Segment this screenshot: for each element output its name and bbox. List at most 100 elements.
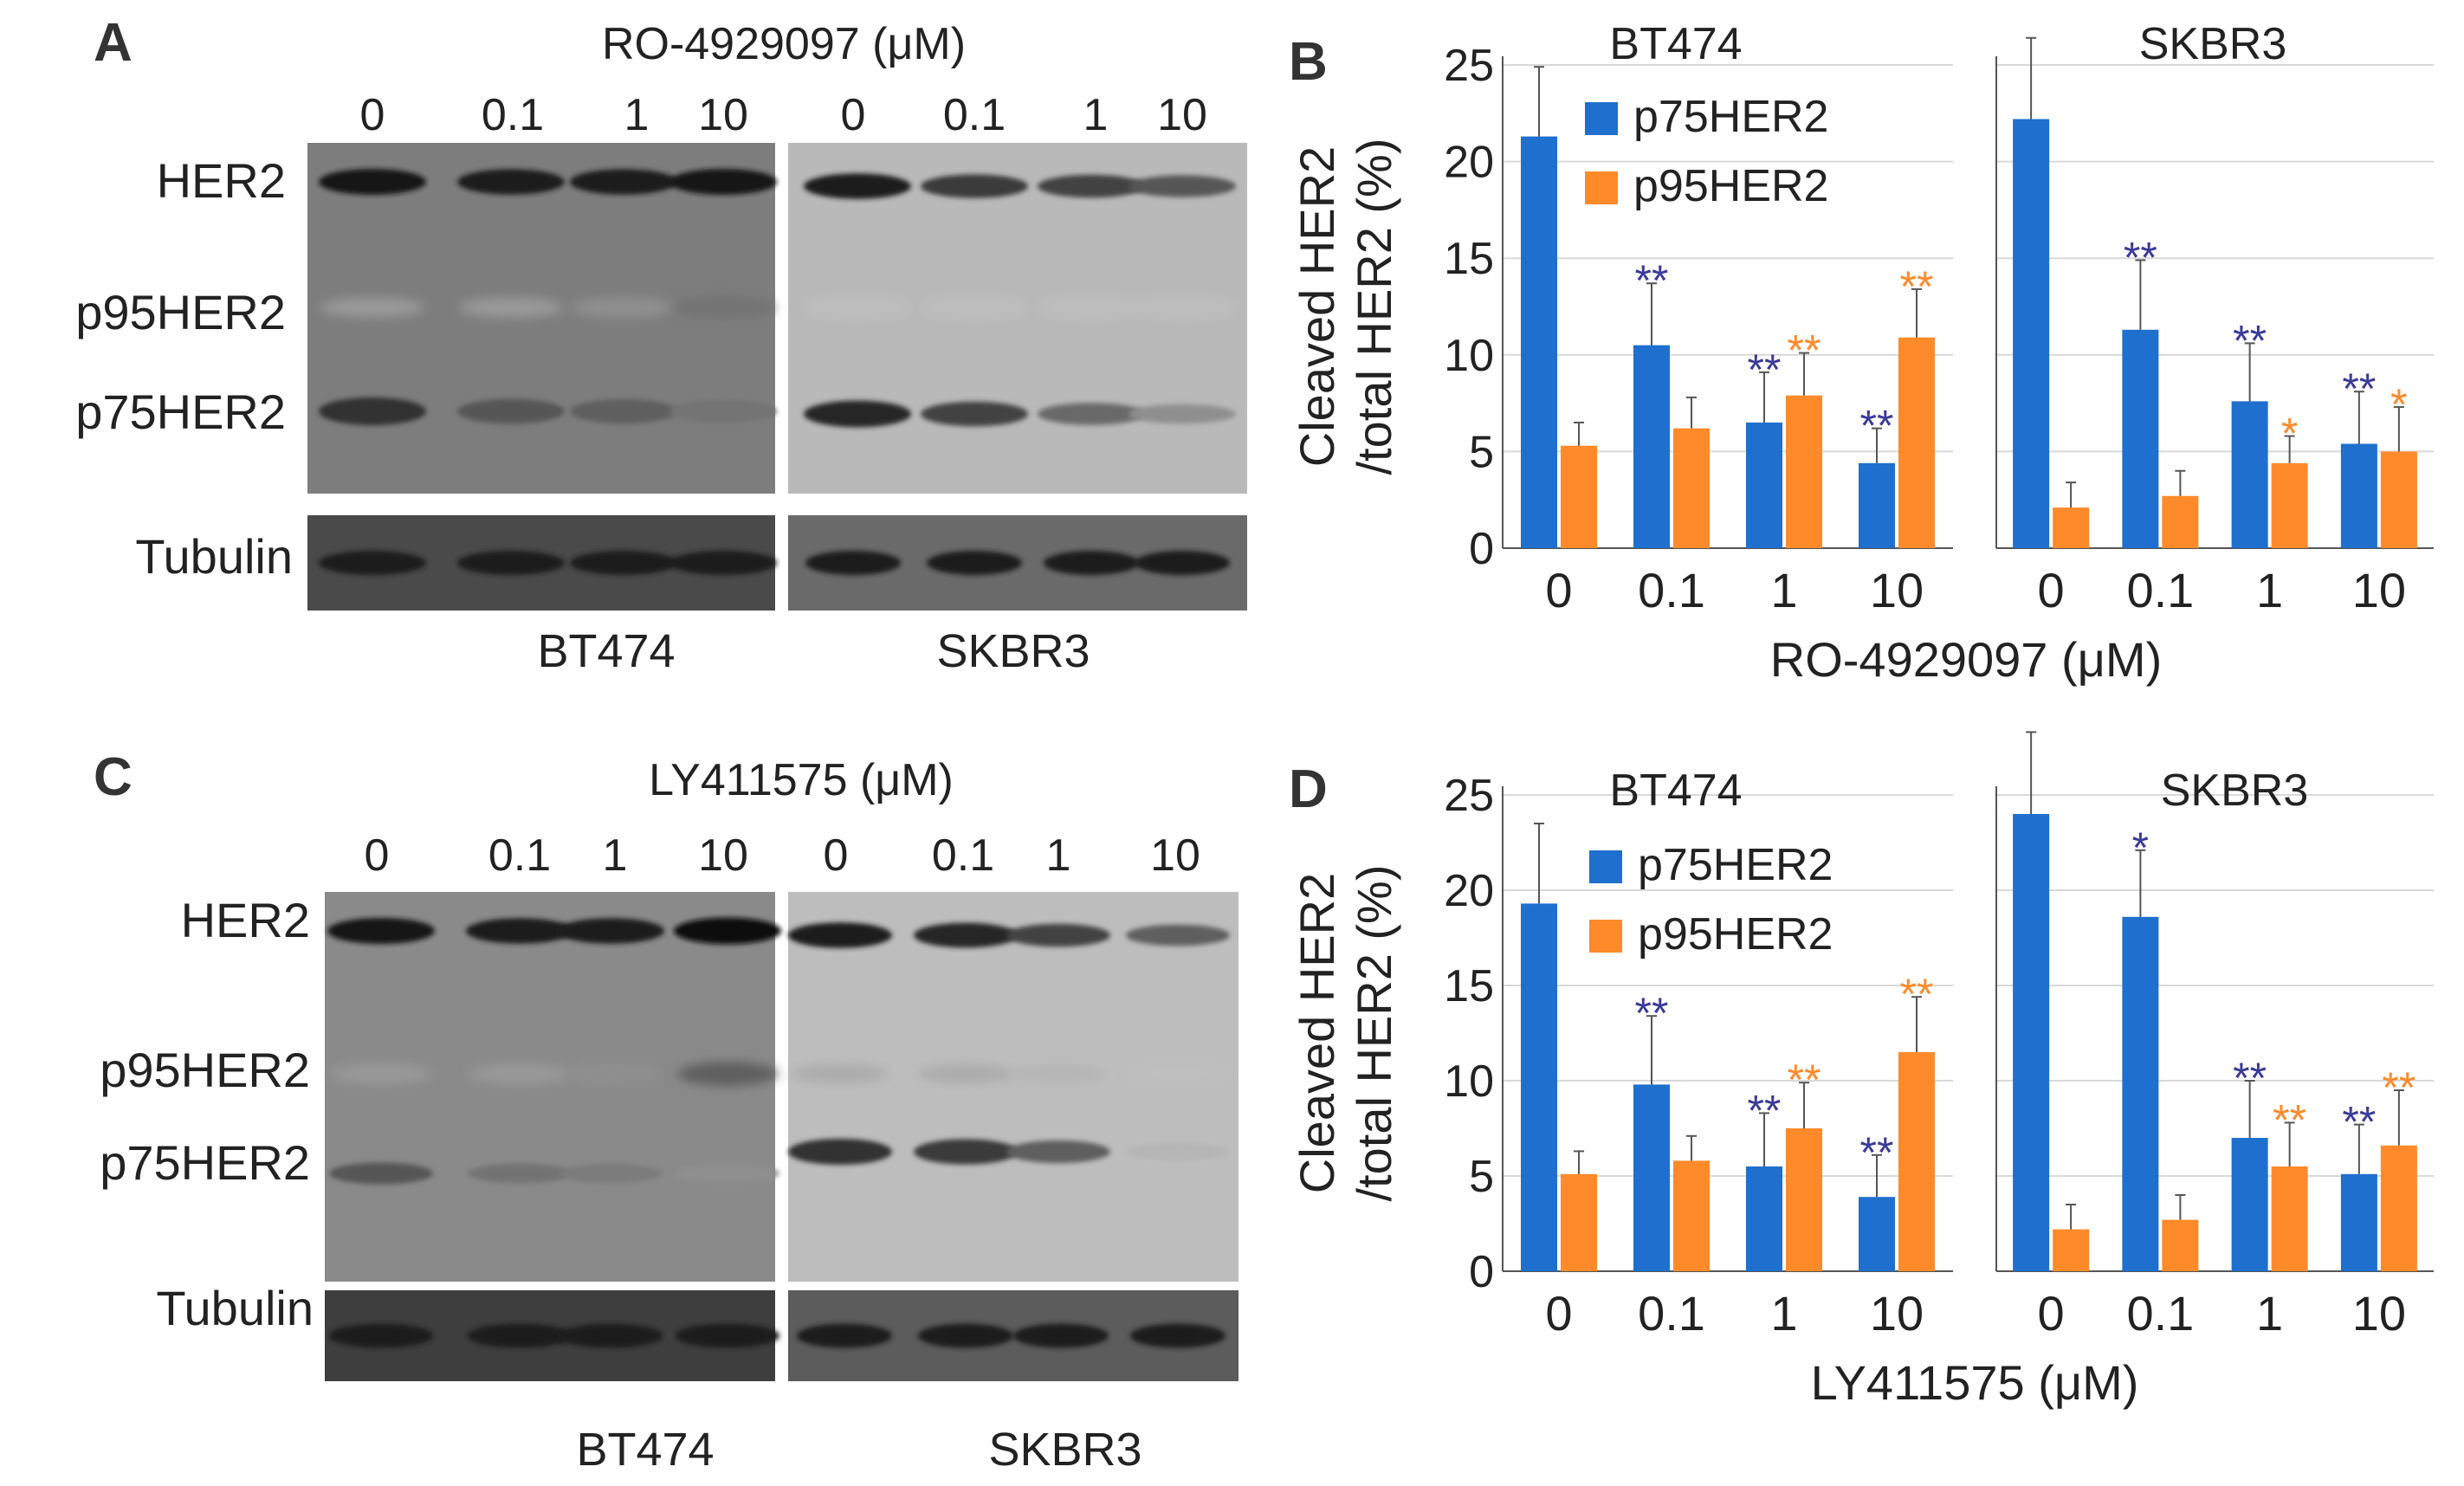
p95her2-band bbox=[922, 299, 1026, 316]
p75her2-band bbox=[319, 397, 426, 425]
p95her2-band bbox=[459, 297, 563, 318]
x-tick-label: 0.1 bbox=[2126, 563, 2194, 617]
bar-p95her2 bbox=[1561, 445, 1597, 548]
p95her2-band bbox=[560, 1063, 661, 1084]
p95her2-band bbox=[677, 1062, 778, 1086]
legend-swatch bbox=[1589, 920, 1622, 953]
p75her2-band bbox=[921, 401, 1028, 427]
her2-band bbox=[914, 922, 1018, 948]
bar-p75her2 bbox=[1633, 345, 1670, 548]
significance-star: ** bbox=[1900, 262, 1934, 311]
her2-band bbox=[921, 174, 1028, 198]
bar-p95her2 bbox=[2271, 1166, 2308, 1271]
blot-a-cell-label: SKBR3 bbox=[936, 625, 1090, 677]
group-title: SKBR3 bbox=[2139, 19, 2287, 69]
y-axis-label: /total HER2 (%) bbox=[1347, 139, 1401, 475]
p95her2-band bbox=[331, 1063, 431, 1084]
p95her2-band bbox=[805, 299, 909, 316]
her2-band bbox=[457, 169, 565, 195]
bar-p95her2 bbox=[1673, 1160, 1710, 1271]
tubulin-band bbox=[570, 551, 677, 575]
y-axis-label: Cleaved HER2 bbox=[1290, 146, 1344, 467]
blot-a-lane-label: 10 bbox=[698, 90, 748, 140]
x-tick-label: 10 bbox=[2352, 563, 2406, 617]
panel-c: C LY411575 (μM) 0 0.1 1 10 0 0.1 1 10 HE… bbox=[94, 747, 1238, 1476]
blot-c-row-label: Tubulin bbox=[156, 1281, 314, 1335]
x-tick-label: 1 bbox=[1770, 563, 1797, 617]
p95her2-band bbox=[1130, 299, 1234, 316]
significance-star: ** bbox=[1788, 326, 1821, 375]
bar-p95her2 bbox=[2162, 1219, 2199, 1271]
blot-a-lane-label: 1 bbox=[1083, 90, 1109, 140]
legend-swatch bbox=[1589, 850, 1622, 883]
bar-p75her2 bbox=[1521, 136, 1557, 549]
bar-p75her2 bbox=[1521, 903, 1557, 1271]
blot-a-lane-label: 1 bbox=[624, 90, 650, 140]
tubulin-band bbox=[1130, 1323, 1226, 1348]
y-tick-label: 0 bbox=[1469, 1247, 1494, 1297]
tubulin-band bbox=[319, 551, 426, 575]
blot-a-title: RO-4929097 (μM) bbox=[602, 19, 966, 69]
blot-c-lane-label: 10 bbox=[1150, 830, 1200, 881]
her2-band bbox=[1126, 924, 1230, 947]
p75her2-band bbox=[570, 399, 677, 423]
x-tick-label: 0 bbox=[1545, 1286, 1572, 1341]
p75her2-band bbox=[1038, 403, 1145, 425]
significance-star: ** bbox=[1748, 346, 1782, 394]
blot-c-title: LY411575 (μM) bbox=[649, 755, 954, 805]
p95her2-band bbox=[572, 297, 676, 318]
bar-p95her2 bbox=[2053, 1229, 2090, 1271]
significance-star: ** bbox=[2124, 233, 2157, 281]
membrane-background bbox=[307, 143, 775, 494]
significance-star: ** bbox=[1635, 989, 1669, 1037]
tubulin-band bbox=[559, 1323, 663, 1348]
significance-star: ** bbox=[1860, 402, 1894, 450]
p95her2-band bbox=[917, 1064, 1014, 1083]
panel-label-d: D bbox=[1289, 759, 1328, 819]
bar-p95her2 bbox=[2162, 495, 2199, 548]
y-tick-label: 5 bbox=[1469, 427, 1494, 477]
bar-p95her2 bbox=[1561, 1173, 1597, 1271]
bar-p75her2 bbox=[2013, 814, 2050, 1271]
blot-c-lane-label: 1 bbox=[1046, 830, 1071, 881]
tubulin-band bbox=[676, 1323, 779, 1348]
membrane-background bbox=[788, 143, 1247, 494]
p95her2-band bbox=[1010, 1064, 1107, 1083]
x-axis-title: LY411575 (μM) bbox=[1811, 1355, 2139, 1410]
blot-c-row-label: p75HER2 bbox=[100, 1135, 310, 1190]
blot-a-skbr3-membrane bbox=[788, 143, 1247, 494]
significance-star: * bbox=[2132, 824, 2149, 872]
her2-band bbox=[1129, 175, 1236, 197]
y-tick-label: 10 bbox=[1444, 331, 1494, 381]
legend-swatch bbox=[1585, 171, 1618, 204]
bar-p95her2 bbox=[1898, 337, 1935, 548]
bar-p95her2 bbox=[2053, 507, 2090, 548]
blot-a-row-label: HER2 bbox=[157, 153, 286, 208]
blot-a-row-label: Tubulin bbox=[135, 529, 293, 584]
significance-star: ** bbox=[2382, 1063, 2415, 1112]
x-axis-title: RO-4929097 (μM) bbox=[1770, 632, 2162, 687]
blot-c-bt474-tubulin bbox=[325, 1290, 779, 1381]
y-tick-label: 15 bbox=[1444, 961, 1494, 1011]
blot-c-bt474-membrane bbox=[325, 892, 781, 1282]
her2-band bbox=[669, 168, 777, 196]
p95her2-band bbox=[1039, 299, 1143, 316]
p75her2-band bbox=[559, 1163, 663, 1184]
x-tick-label: 0.1 bbox=[1638, 563, 1705, 617]
her2-band bbox=[327, 917, 435, 945]
bar-p75her2 bbox=[2122, 916, 2159, 1271]
bar-p75her2 bbox=[2122, 329, 2159, 548]
her2-band bbox=[557, 918, 664, 944]
p75her2-band bbox=[1126, 1143, 1230, 1160]
blot-a-bt474-tubulin bbox=[307, 515, 777, 611]
blot-c-lane-label: 10 bbox=[698, 830, 748, 881]
bar-p75her2 bbox=[1859, 1197, 1895, 1271]
her2-band bbox=[466, 918, 573, 944]
significance-star: ** bbox=[2342, 1098, 2376, 1147]
panel-label-c: C bbox=[94, 747, 133, 807]
membrane-background bbox=[788, 892, 1238, 1282]
bar-p75her2 bbox=[1633, 1084, 1670, 1271]
group-title: SKBR3 bbox=[2161, 766, 2309, 816]
